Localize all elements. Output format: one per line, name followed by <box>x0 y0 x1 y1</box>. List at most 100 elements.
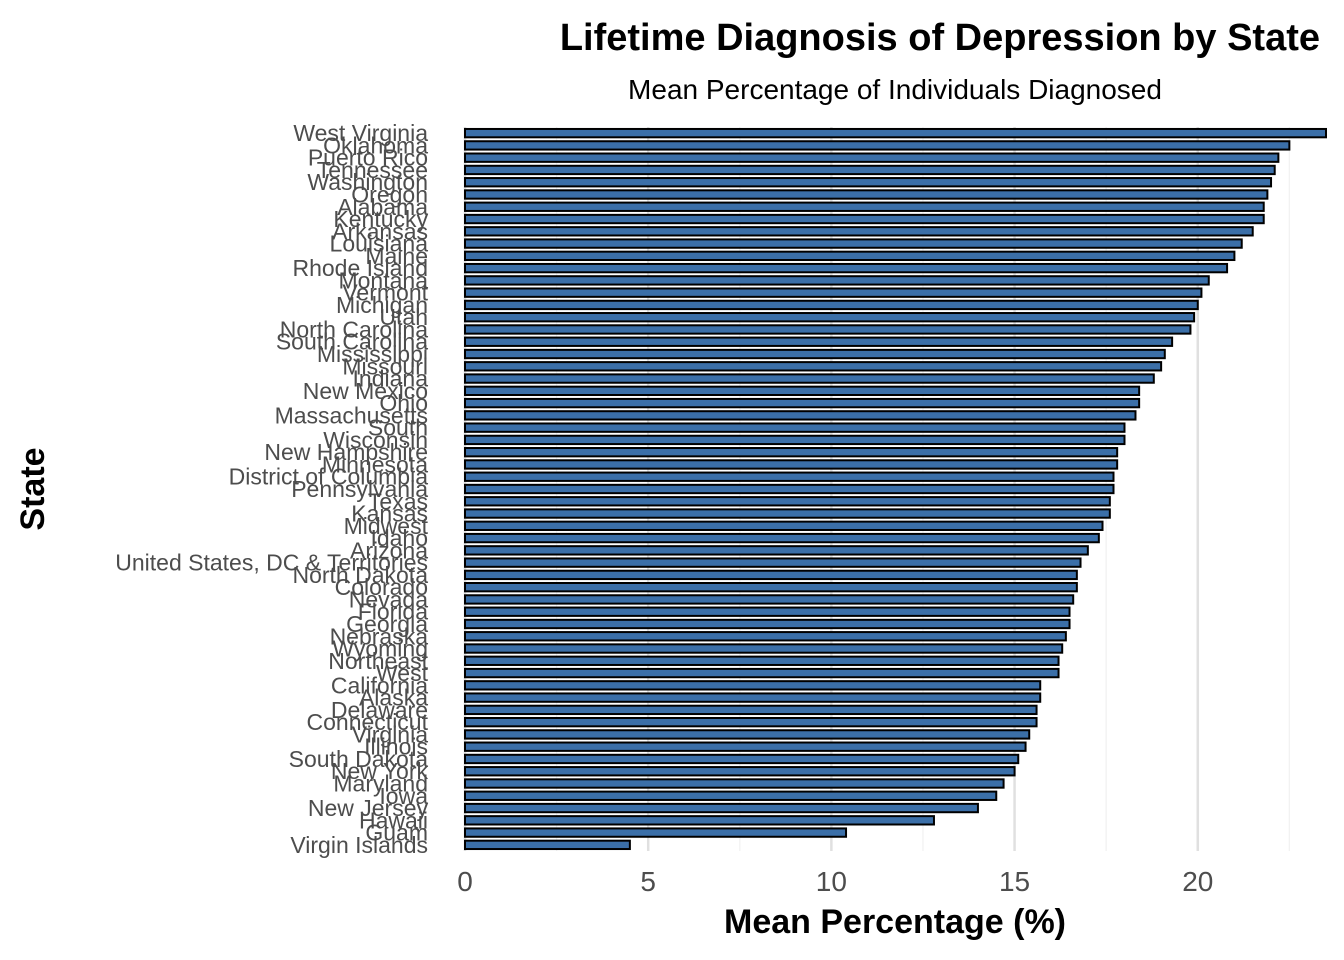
bar <box>464 643 1064 654</box>
y-tick-label: Massachusetts <box>275 402 428 428</box>
y-tick-label: Guam <box>365 820 428 846</box>
bar <box>464 312 1196 323</box>
bar <box>464 213 1265 225</box>
x-tick-label: 0 <box>457 866 473 897</box>
y-tick-label: Puerto Rico <box>308 145 428 171</box>
bar <box>464 581 1078 593</box>
y-tick-label: Colorado <box>335 574 428 600</box>
y-tick-label: Minnesota <box>322 451 428 477</box>
y-tick-label: Hawaii <box>359 807 428 833</box>
bar <box>464 729 1031 740</box>
y-tick-label: Tennessee <box>317 157 428 183</box>
y-tick-label: Virgin Islands <box>290 832 428 858</box>
bar <box>464 827 848 838</box>
y-tick-label: Utah <box>379 304 428 330</box>
y-tick-label: Oklahoma <box>323 132 428 158</box>
y-tick-label: North Carolina <box>280 316 428 342</box>
y-tick-label: Virginia <box>352 721 428 747</box>
bar <box>464 324 1192 335</box>
bar <box>464 631 1067 642</box>
y-tick-label: Wyoming <box>332 636 428 662</box>
chart-title: Lifetime Diagnosis of Depression by Stat… <box>560 17 1320 59</box>
y-tick-label: Louisiana <box>330 231 429 257</box>
y-tick-label: New Mexico <box>303 378 428 404</box>
bar <box>464 336 1174 347</box>
bar <box>464 692 1042 703</box>
y-tick-label: Missouri <box>342 353 428 379</box>
bar <box>464 704 1038 716</box>
bar <box>464 361 1163 372</box>
bar <box>464 459 1119 470</box>
bar <box>464 655 1060 666</box>
bar <box>464 471 1115 482</box>
bar <box>464 140 1291 151</box>
y-tick-label: North Dakota <box>292 562 428 588</box>
y-tick-label: United States, DC & Territories <box>115 550 428 576</box>
bar <box>464 164 1276 176</box>
x-tick-label: 20 <box>1182 866 1213 897</box>
bar <box>464 373 1155 384</box>
y-tick-label: South Carolina <box>276 329 428 355</box>
y-tick-label: Georgia <box>346 611 428 637</box>
y-tick-label: Arizona <box>350 537 428 563</box>
y-tick-label: Pennsylvania <box>291 476 428 502</box>
bar <box>464 594 1075 605</box>
bar <box>464 667 1060 679</box>
bar <box>464 201 1265 212</box>
x-tick-labels: 0 5 10 15 20 <box>457 866 1213 897</box>
y-tick-label: Northeast <box>328 648 428 674</box>
bar <box>464 348 1166 360</box>
bar <box>464 287 1203 298</box>
bar <box>464 262 1229 274</box>
y-tick-label: South <box>368 415 428 441</box>
y-tick-label: Washington <box>307 169 428 195</box>
bar <box>464 557 1082 568</box>
bar <box>464 569 1078 581</box>
y-tick-label: Vermont <box>342 280 428 306</box>
bar <box>464 250 1236 262</box>
bar <box>464 152 1280 163</box>
y-tick-label: Delaware <box>331 697 428 723</box>
x-tick-label: 10 <box>816 866 847 897</box>
bar <box>464 189 1269 200</box>
bar <box>464 410 1137 421</box>
y-tick-label: Illinois <box>364 734 428 760</box>
bar <box>464 275 1210 286</box>
bar <box>464 226 1254 237</box>
y-tick-label: South Dakota <box>289 746 429 772</box>
y-tick-label: Maryland <box>333 771 428 797</box>
y-tick-label: Nevada <box>349 586 428 612</box>
bar <box>464 520 1104 531</box>
y-tick-label: Arkansas <box>332 218 428 244</box>
bar <box>464 766 1016 777</box>
y-tick-label: Texas <box>368 488 428 514</box>
y-tick-label: Midwest <box>344 513 429 539</box>
y-tick-label: West <box>376 660 429 686</box>
x-tick-label: 5 <box>640 866 656 897</box>
bar <box>464 790 998 801</box>
bar <box>464 127 1327 139</box>
bar <box>464 606 1071 617</box>
bar <box>464 532 1100 544</box>
y-tick-label: Oregon <box>351 181 428 207</box>
y-tick-label: Maine <box>365 243 428 269</box>
y-tick-label: New Hampshire <box>264 439 428 465</box>
y-tick-label: Kentucky <box>333 206 428 232</box>
bar <box>464 496 1111 507</box>
bar <box>464 434 1126 446</box>
bar <box>464 753 1020 765</box>
y-tick-label: West Virginia <box>293 120 428 146</box>
y-tick-label: New Jersey <box>308 795 429 821</box>
y-tick-label: Wisconsin <box>323 427 428 453</box>
bar <box>464 483 1115 495</box>
y-tick-label: Michigan <box>336 292 428 318</box>
y-tick-label: District of Columbia <box>229 464 429 490</box>
y-tick-label: California <box>331 672 428 698</box>
y-tick-label: Iowa <box>379 783 428 809</box>
y-tick-label: Connecticut <box>307 709 429 735</box>
bar <box>464 716 1038 728</box>
bar <box>464 778 1005 789</box>
bar <box>464 422 1126 433</box>
